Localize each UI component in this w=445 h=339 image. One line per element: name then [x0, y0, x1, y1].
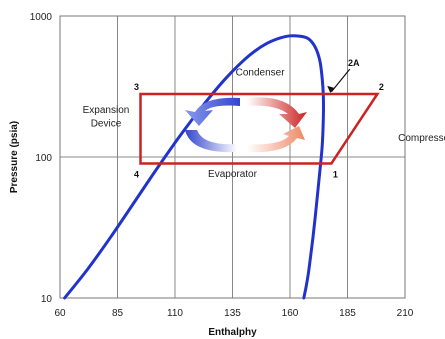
- y-tick-label: 1000: [30, 12, 53, 23]
- x-axis-title: Enthalphy: [208, 327, 257, 338]
- region-label: Condenser: [236, 67, 286, 78]
- x-tick-label: 60: [54, 308, 66, 319]
- x-tick-label: 85: [112, 308, 124, 319]
- saturation-dome-curve: [63, 34, 325, 300]
- x-tick-label: 135: [224, 308, 241, 319]
- region-label: Device: [91, 118, 122, 129]
- pointer-2a-line: [330, 68, 351, 93]
- cycle-outline: [139, 92, 380, 165]
- point-2a-label: 2A: [348, 58, 360, 68]
- y-tick-label: 10: [41, 294, 53, 305]
- axes: 60 85 110 135 160 185 210 10 100 1000 Enthalphy Pre…: [9, 12, 414, 338]
- cycle-point-label: 1: [333, 169, 338, 179]
- region-label: Evaporator: [208, 169, 258, 180]
- refrigeration-cycle: 1 2 3 4 2A: [134, 58, 384, 179]
- x-tick-label: 160: [282, 308, 299, 319]
- cycle-point-label: 2: [379, 82, 384, 92]
- saturation-dome: [63, 34, 325, 300]
- pointer-2a-head: [327, 85, 335, 93]
- cycle-point-label: 3: [134, 82, 139, 92]
- plot-frame: [59, 15, 406, 299]
- x-tick-label: 110: [167, 308, 183, 319]
- flow-arrows: [185, 97, 307, 153]
- y-tick-label: 100: [35, 153, 52, 164]
- x-tick-label: 210: [397, 308, 414, 319]
- cycle-point-label: 4: [134, 169, 139, 179]
- flow-arrow-expansion: [185, 97, 240, 126]
- flow-arrow-evaporator: [185, 130, 237, 153]
- flow-arrow-compressor: [247, 126, 305, 153]
- annotation-labels: Condenser Evaporator Expansion Device Compre…: [83, 67, 445, 180]
- y-axis-title: Pressure (psia): [9, 121, 20, 193]
- flow-arrow-condenser: [247, 97, 307, 128]
- x-tick-label: 185: [339, 308, 356, 319]
- region-label: Expansion: [83, 105, 130, 116]
- region-label: Compressor: [398, 133, 445, 144]
